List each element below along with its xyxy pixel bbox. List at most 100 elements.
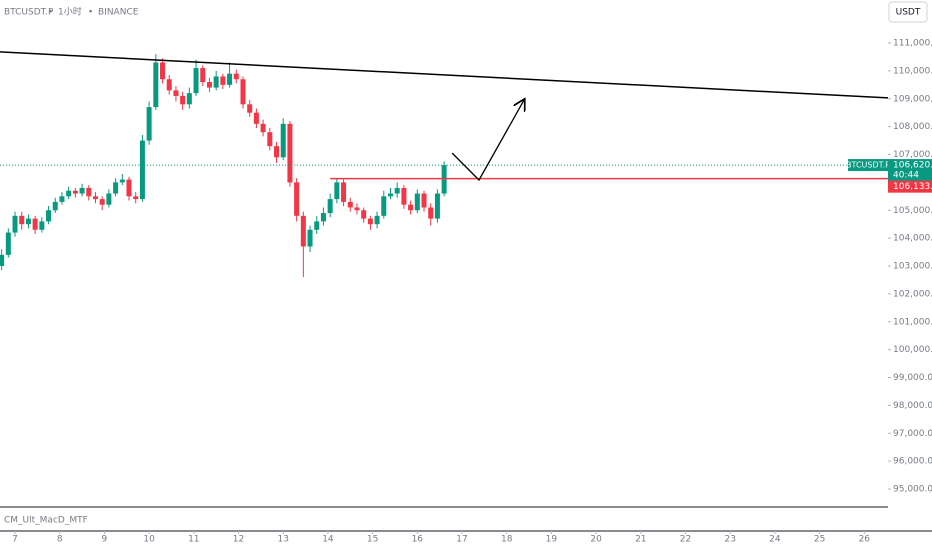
candle-body [220,76,226,85]
candle-body [408,204,414,211]
candle-body [421,193,427,208]
candle-body [227,73,233,85]
candle-body [307,229,313,247]
candle-body [206,82,212,88]
x-tick-label: 20 [590,535,602,545]
candle-body [86,187,92,197]
arrow [451,100,524,182]
candle-body [200,68,206,83]
candle-body [347,201,353,208]
x-tick-label: 26 [859,535,871,545]
candle-body [341,182,347,202]
y-tick-label: 99,000.0 [893,373,932,383]
x-tick-label: 23 [724,535,735,545]
x-tick-label: 12 [233,535,244,545]
candle-body [280,123,286,158]
y-tick-label: 102,000.0 [893,289,932,299]
x-tick-label: 25 [814,535,825,545]
indicator-label: CM_Ult_MacD_MTF [4,516,88,526]
candle-body [414,193,420,211]
y-tick-label: 101,000.0 [893,317,932,327]
candle-body [79,187,85,194]
candle-body [374,215,380,225]
x-tick-label: 14 [322,535,334,545]
candle-body [25,218,31,225]
currency-button[interactable] [888,1,928,23]
candle-body [92,196,98,200]
level-badge-text: 106,133.0 [893,182,932,192]
candle-body [66,190,72,197]
candle-body [327,199,333,214]
candle-body [186,93,192,105]
candle-body [361,210,367,219]
candle-body [294,182,300,216]
x-tick-label: 7 [12,535,18,545]
y-tick-label: 111,000.0 [893,39,932,49]
header-exchange: BINANCE [98,8,139,18]
candle-body [233,73,239,80]
candle-body [300,215,306,247]
candle-body [334,182,340,200]
x-tick-label: 8 [57,535,63,545]
candle-body [240,79,246,105]
candle-body [119,179,125,183]
x-tick-label: 15 [367,535,378,545]
y-tick-label: 100,000.0 [893,345,932,355]
y-tick-label: 103,000.0 [893,262,932,272]
x-tick-label: 16 [412,535,424,545]
candle-body [12,215,18,233]
y-tick-label: 108,000.0 [893,122,932,132]
trendline [0,51,889,99]
candle-body [381,196,387,216]
header-symbol: BTCUSDT.P [4,8,54,18]
symbol-badge-text: BTCUSDT.P [846,161,890,170]
candle-body [46,210,52,222]
candle-body [5,232,11,255]
candle-body [153,62,159,108]
x-tick-label: 9 [102,535,108,545]
y-tick-label: 109,000.0 [893,94,932,104]
x-tick-label: 18 [501,535,513,545]
y-tick-label: 107,000.0 [893,150,932,160]
y-tick-label: 97,000.0 [893,429,932,439]
candle-body [434,193,440,219]
candle-body [139,140,145,200]
candle-body [401,187,407,205]
candle-body [166,79,172,91]
candle-body [428,207,434,219]
candle-body [72,190,78,194]
candle-body [113,182,119,194]
symbol-badge [848,159,888,172]
x-tick-label: 17 [456,535,467,545]
x-tick-label: 13 [277,535,288,545]
y-tick-label: 110,000.0 [893,66,932,76]
candle-body [260,123,266,133]
candle-body [267,132,273,147]
x-tick-label: 21 [635,535,646,545]
candle-body [387,193,393,197]
candle-body [39,221,45,230]
x-tick-label: 11 [188,535,199,545]
currency-label[interactable]: USDT [896,8,921,18]
candle-body [160,62,166,80]
candle-body [213,76,219,88]
y-tick-label: 104,000.0 [893,234,932,244]
countdown-text: 40:44 [893,171,919,181]
candle-body [106,193,112,205]
x-tick-label: 24 [769,535,781,545]
candle-body [253,112,259,124]
candle-body [99,199,105,205]
level-badge [888,180,932,193]
y-tick-label: 96,000.0 [893,457,932,467]
candle-body [0,254,5,266]
candle-body [59,196,65,202]
candle-body [32,218,38,230]
x-tick-label: 22 [680,535,691,545]
candle-body [173,90,179,96]
candle-body [180,95,186,105]
candle-body [354,207,360,211]
y-tick-label: 98,000.0 [893,401,932,411]
header-dot: • [88,8,93,18]
